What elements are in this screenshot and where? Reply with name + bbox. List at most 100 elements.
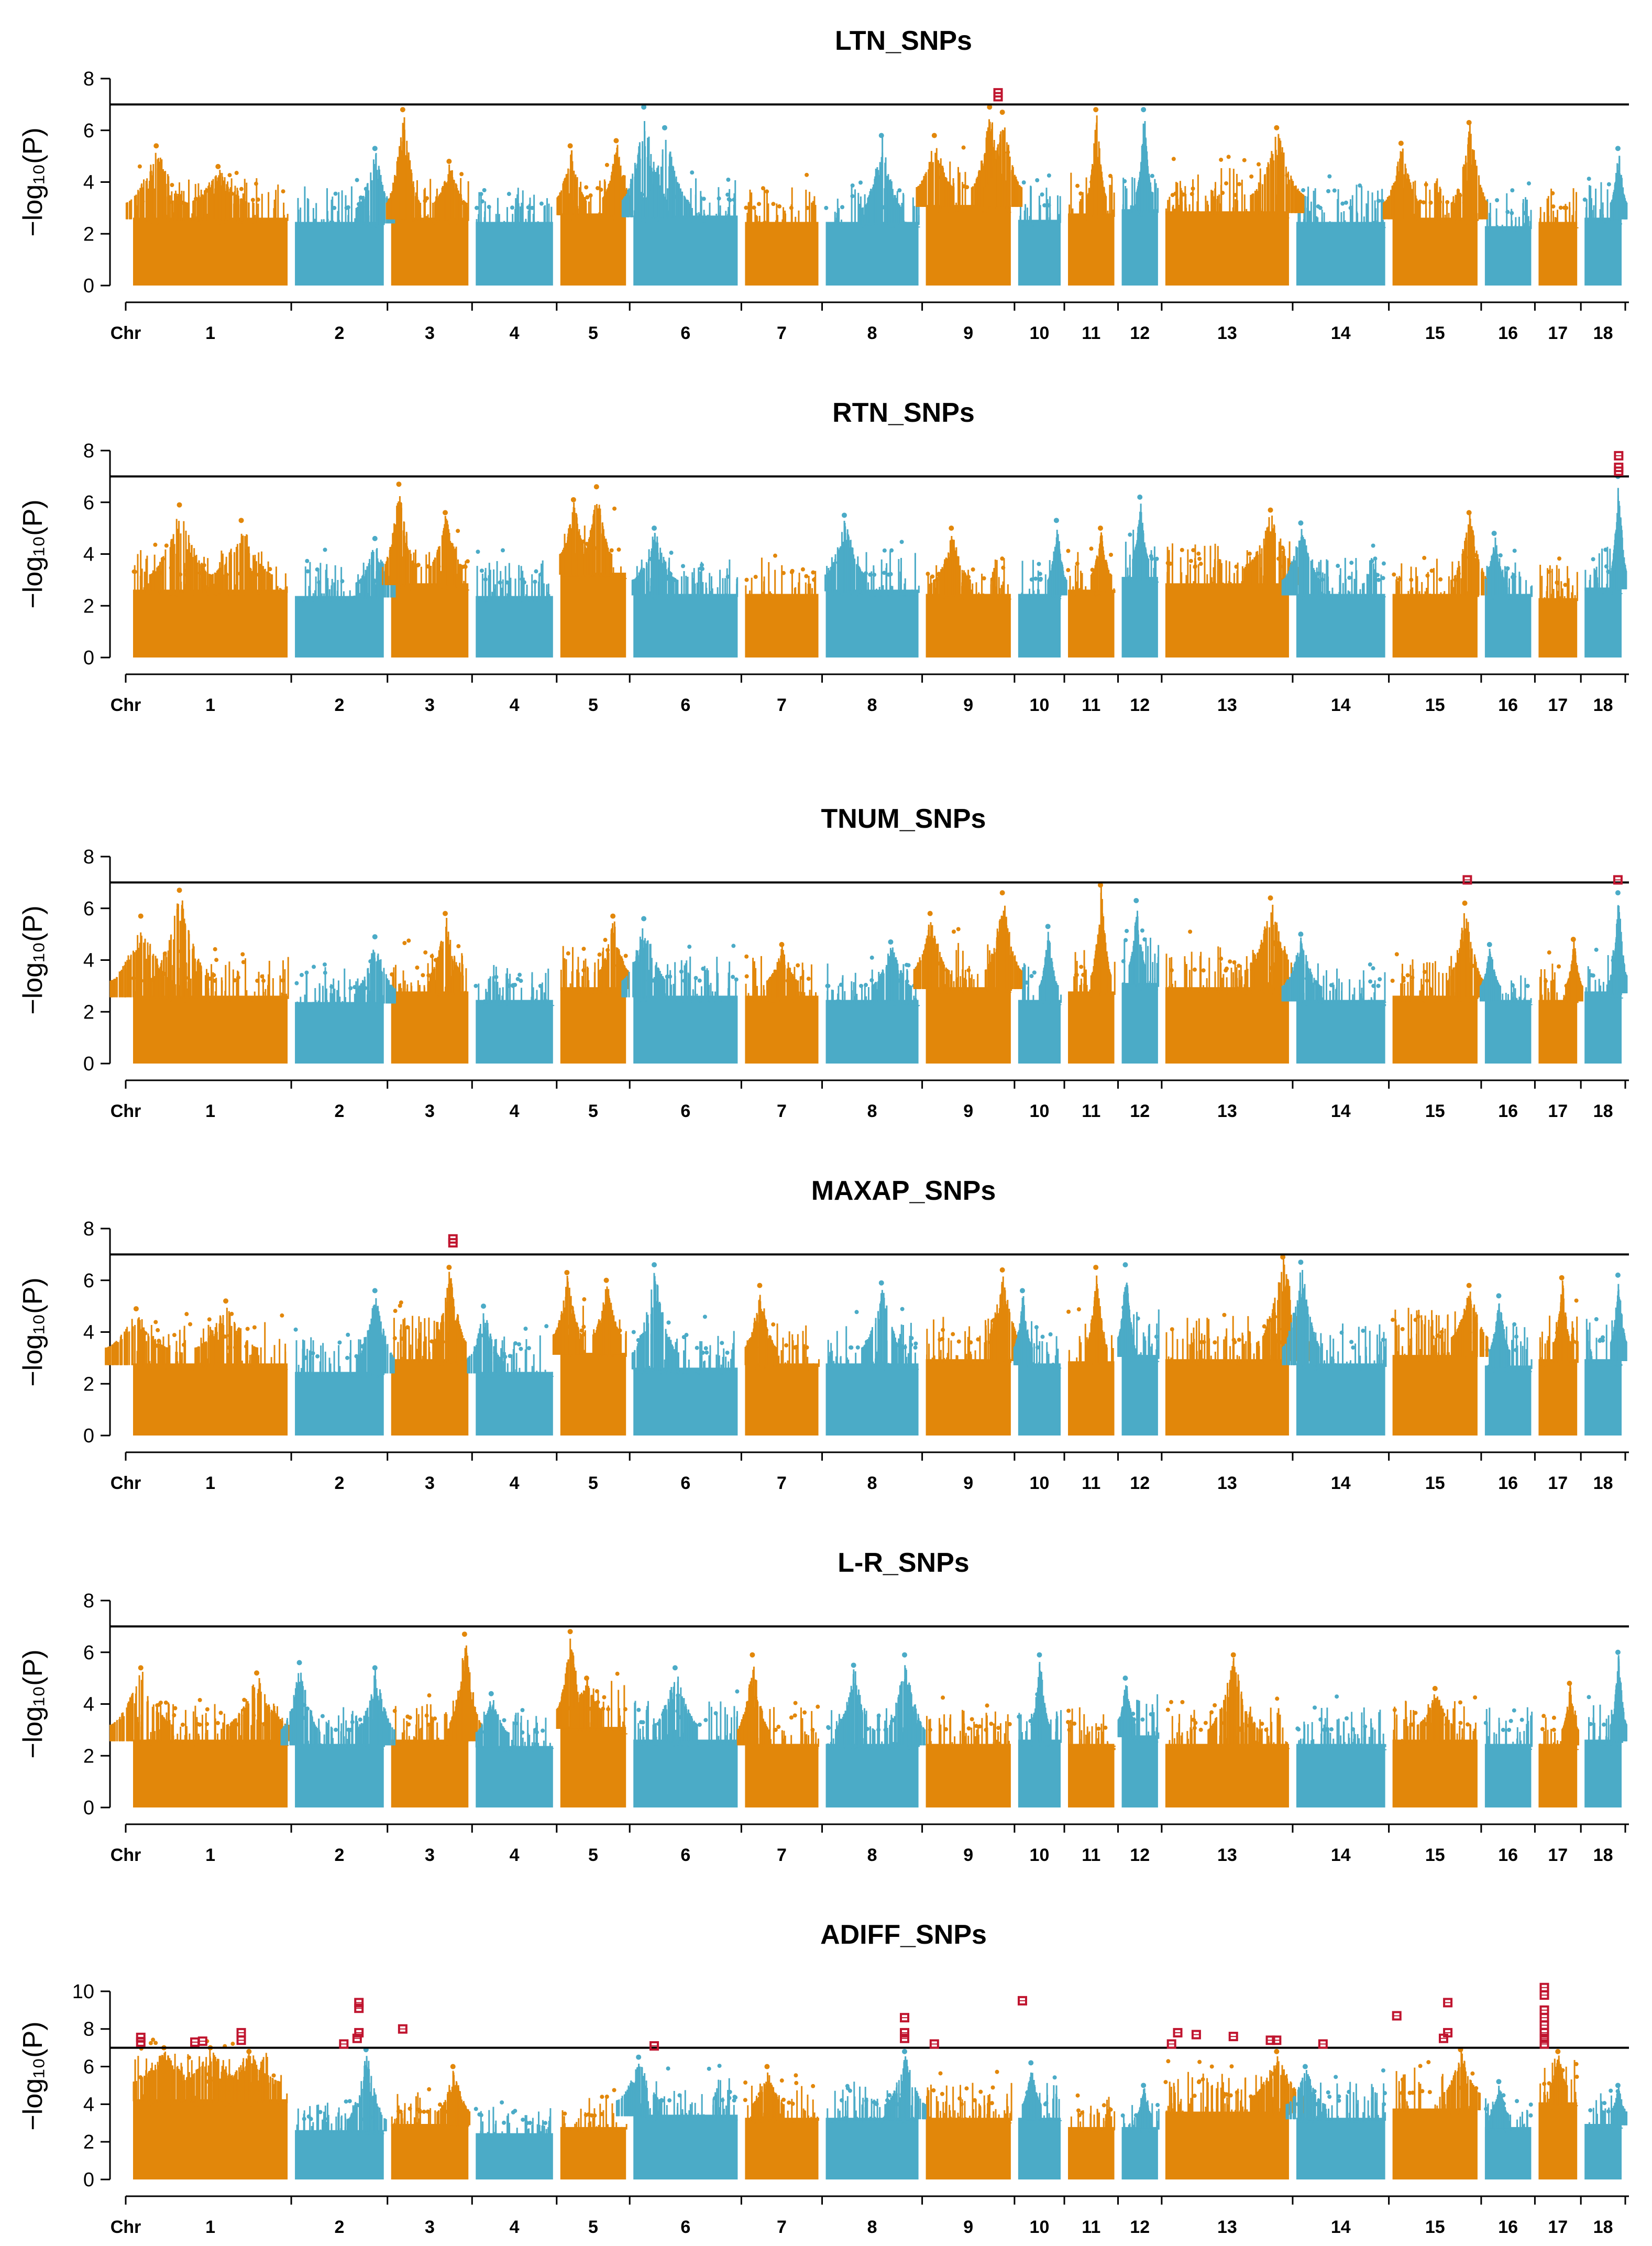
snp-point xyxy=(1268,164,1270,213)
snp-point xyxy=(1400,599,1402,600)
snp-point xyxy=(1347,590,1349,597)
snp-point xyxy=(434,223,436,225)
snp-point xyxy=(358,206,360,224)
chromosome-label: 11 xyxy=(1082,695,1100,715)
snp-point xyxy=(522,580,526,585)
snp-point xyxy=(1038,195,1040,223)
snp-point xyxy=(526,205,531,210)
snp-band-chr13 xyxy=(1165,211,1289,286)
snp-point xyxy=(1435,599,1437,600)
snp-point xyxy=(1224,181,1229,185)
snp-point xyxy=(1264,176,1266,213)
snp-point xyxy=(637,575,639,596)
snp-point xyxy=(1003,599,1005,600)
snp-point xyxy=(144,572,146,593)
snp-point xyxy=(724,597,726,598)
snp-point xyxy=(669,572,671,596)
snp-point xyxy=(850,183,855,188)
snp-point xyxy=(840,593,842,594)
snp-point xyxy=(375,226,377,227)
snp-point xyxy=(967,578,969,596)
snp-point xyxy=(1301,188,1306,193)
snp-point xyxy=(412,221,414,223)
snp-point xyxy=(184,584,186,593)
snp-point xyxy=(752,597,754,598)
snp-point xyxy=(1557,590,1559,601)
snp-point xyxy=(387,201,389,220)
snp-point xyxy=(906,595,908,597)
snp-point xyxy=(1365,596,1368,597)
snp-point xyxy=(1090,216,1092,217)
snp-point xyxy=(963,570,965,596)
snp-point xyxy=(627,192,630,217)
chromosome-label: 6 xyxy=(680,695,690,715)
snp-point xyxy=(543,583,545,599)
snp-point xyxy=(1396,166,1398,220)
snp-point xyxy=(916,205,918,225)
snp-point xyxy=(399,589,401,591)
snp-point xyxy=(1470,134,1472,220)
snp-point xyxy=(1451,202,1453,220)
snp-point xyxy=(1417,201,1419,220)
snp-point xyxy=(960,599,962,600)
snp-point xyxy=(619,169,621,215)
snp-point xyxy=(887,185,889,224)
snp-point xyxy=(1394,181,1396,220)
snp-point xyxy=(189,543,191,591)
snp-point xyxy=(595,186,600,191)
snp-point xyxy=(398,523,400,585)
snp-point xyxy=(1303,219,1305,225)
snp-point xyxy=(1440,592,1442,597)
snp-point xyxy=(137,193,139,220)
snp-point xyxy=(214,181,216,220)
chromosome-label: 2 xyxy=(334,695,344,715)
snp-point xyxy=(1122,179,1127,183)
snp-point xyxy=(1337,596,1339,598)
snp-point xyxy=(946,181,949,207)
snp-point xyxy=(280,590,282,593)
snp-point xyxy=(1302,227,1304,228)
snp-point xyxy=(403,536,405,585)
snp-point xyxy=(736,584,738,597)
snp-point xyxy=(285,595,287,596)
snp-point xyxy=(1522,211,1527,215)
snp-point xyxy=(677,182,679,217)
snp-point xyxy=(949,597,951,598)
snp-point xyxy=(607,547,609,575)
snp-point xyxy=(763,221,765,225)
snp-point xyxy=(1361,186,1363,225)
snp-point xyxy=(366,189,368,224)
snp-point xyxy=(1395,599,1397,600)
snp-point xyxy=(781,219,784,225)
snp-point xyxy=(1407,174,1409,220)
snp-point xyxy=(1218,194,1220,215)
snp-point xyxy=(365,572,367,598)
snp-point xyxy=(714,596,716,597)
snp-point xyxy=(542,599,544,601)
snp-point xyxy=(480,195,482,225)
snp-point xyxy=(1331,587,1334,597)
snp-point xyxy=(134,591,136,593)
snp-point xyxy=(149,594,151,595)
snp-point xyxy=(1455,599,1457,600)
snp-point xyxy=(1195,215,1197,216)
snp-point xyxy=(1174,209,1176,215)
snp-point xyxy=(564,183,566,215)
snp-point xyxy=(574,508,576,575)
snp-point xyxy=(276,220,278,221)
snp-point xyxy=(1361,222,1363,225)
snp-point xyxy=(898,224,900,226)
snp-point xyxy=(1107,211,1109,217)
snp-point xyxy=(1359,589,1361,597)
snp-point xyxy=(1457,599,1459,600)
snp-point xyxy=(467,589,469,591)
snp-point xyxy=(588,217,590,218)
snp-point xyxy=(418,201,420,220)
snp-point xyxy=(1141,215,1143,217)
snp-point xyxy=(809,192,811,225)
snp-point xyxy=(1468,132,1470,220)
snp-point xyxy=(729,559,731,597)
snp-point xyxy=(423,199,427,203)
snp-point xyxy=(1422,555,1427,560)
snp-point xyxy=(250,198,255,202)
